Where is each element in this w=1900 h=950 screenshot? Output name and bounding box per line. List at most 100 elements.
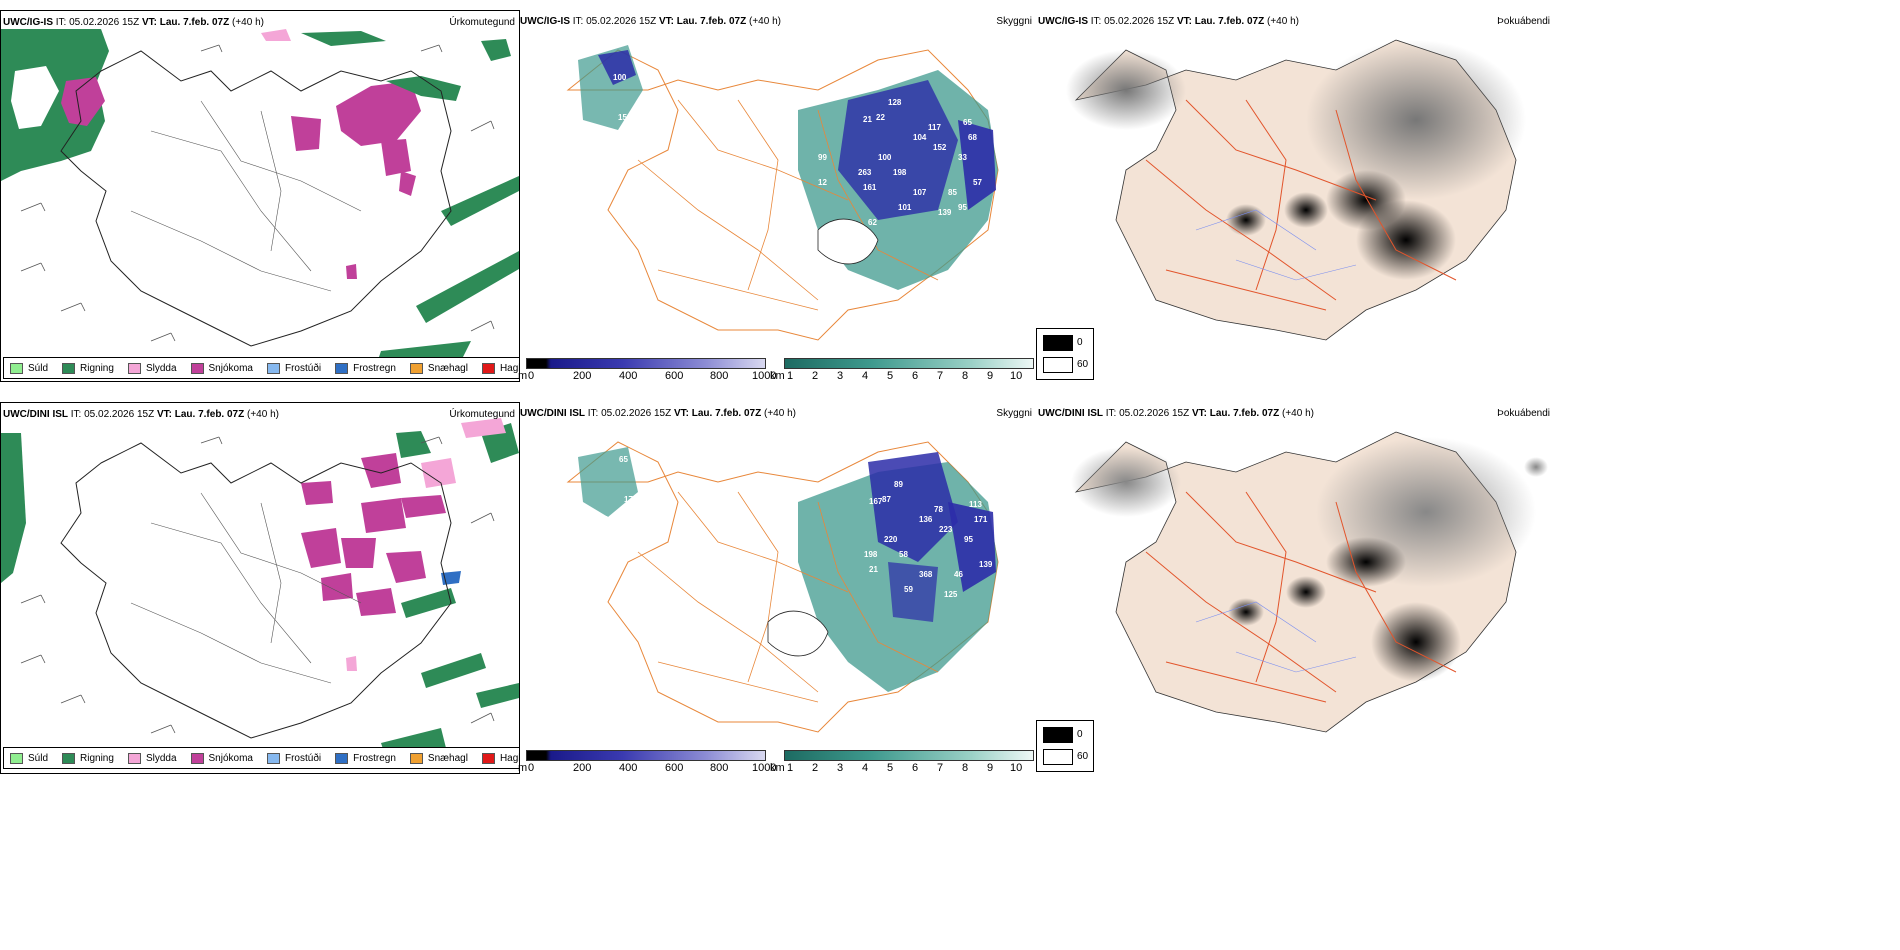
cloud-value-label: 65 [619,455,628,464]
cloud-value-label: 128 [888,98,902,107]
cloud-value-label: 12 [818,178,827,187]
legend-swatch [335,362,349,374]
fog-map-row2 [1071,431,1548,733]
vis-tick: 4 [862,370,869,380]
panel-label-precip-row1: Úrkomutegund [449,17,515,28]
panel-label-cloud-row1: Skyggni [996,16,1032,27]
fog-key-light [1043,357,1073,373]
cloud-value-label: 85 [948,188,957,197]
legend-swatch [266,752,280,764]
precip-type-panel-row1: UWC/IG-IS IT: 05.02.2026 15Z VT: Lau. 7.… [0,10,520,382]
panel-label-fog-row1: Þokuábendi [1497,16,1550,27]
ceiling-tick-200: 200 [573,370,592,380]
cloud-value-label: 95 [958,203,967,212]
cloud-value-label: 152 [933,143,947,152]
cloud-value-label: 161 [863,183,877,192]
cloud-value-label: 125 [944,590,958,599]
fog-key-light [1043,749,1073,765]
legend-swatch [335,752,349,764]
precip-map-row2 [1,418,519,758]
vis-tick: 8 [962,762,969,772]
cloud-value-label: 62 [868,218,877,227]
panel-title-row1-precip: UWC/IG-IS IT: 05.02.2026 15Z VT: Lau. 7.… [3,17,264,28]
cloud-value-label: 100 [878,153,892,162]
ceiling-tick-200: 200 [573,762,592,772]
vis-tick: 3 [837,762,844,772]
cloud-value-label: 58 [899,550,908,559]
vis-tick: 5 [887,762,894,772]
cloud-value-label: 104 [913,133,927,142]
ceiling-tick-600: 600 [665,762,684,772]
ceiling-tick-400: 400 [619,370,638,380]
legend-item: Frostúði [266,752,321,764]
vis-tick: 8 [962,370,969,380]
ceiling-colorbar-row2: m 0 200 400 600 800 1000 [518,748,776,772]
vis-tick: 1 [787,370,794,380]
ceiling-unit: m [518,762,528,772]
vis-tick: 2 [812,370,819,380]
cloud-value-label: 101 [898,203,912,212]
cloud-value-label: 99 [818,153,827,162]
fog-key-row2: 0 60 [1036,720,1094,772]
cloud-value-label: 100 [783,208,797,217]
ceiling-tick-1000: 1000 [752,762,777,772]
cloud-value-label: 223 [939,525,953,534]
cloud-value-label: 136 [919,515,933,524]
vis-tick: 10 [1010,370,1023,380]
legend-item: Snjókoma [190,362,253,374]
legend-item: Haglél [481,362,519,374]
precip-map-row1 [1,29,519,366]
legend-item: Súld [10,362,48,374]
legend-swatch [62,362,76,374]
legend-item: Rigning [62,362,114,374]
cloud-value-label: 263 [858,168,872,177]
vis-tick: 1 [787,762,794,772]
panel-title-row2-precip: UWC/DINI ISL IT: 05.02.2026 15Z VT: Lau.… [3,409,279,420]
cloud-value-label: 113 [969,500,982,509]
cloud-value-label: 198 [864,550,878,559]
vis-tick: 2 [812,762,819,772]
legend-item: Súld [10,752,48,764]
panel-label-precip-row2: Úrkomutegund [449,409,515,420]
cloud-value-label: 139 [938,208,952,217]
cloud-value-label: 33 [958,153,967,162]
fog-panel-row2: UWC/DINI ISL IT: 05.02.2026 15Z VT: Lau.… [1036,402,1556,772]
visibility-colorbar-row2: km 1 2 3 4 5 6 7 8 9 10 [770,748,1036,772]
cloud-value-label: 156 [618,113,632,122]
legend-item: Frostregn [335,752,396,764]
legend-swatch [190,752,204,764]
cloud-value-label: 21 [869,565,878,574]
legend-swatch [481,362,495,374]
fog-panel-row1: UWC/IG-IS IT: 05.02.2026 15Z VT: Lau. 7.… [1036,10,1556,380]
ceiling-tick-600: 600 [665,370,684,380]
cloud-value-label: 21 [863,115,872,124]
legend-item: Slydda [127,362,177,374]
legend-item: Frostregn [335,362,396,374]
legend-swatch [10,752,23,764]
cloud-value-label: 170 [624,495,638,504]
cloud-value-label: 78 [934,505,943,514]
legend-swatch [127,362,141,374]
legend-swatch [481,752,495,764]
vis-tick: 6 [912,370,919,380]
vis-tick: 10 [1010,762,1023,772]
cloud-value-label: 100 [613,73,627,82]
cloud-value-label: 171 [974,515,988,524]
panel-title-row1-fog: UWC/IG-IS IT: 05.02.2026 15Z VT: Lau. 7.… [1038,16,1299,27]
cloud-value-label: 368 [919,570,933,579]
visibility-colorbar-row1: km 1 2 3 4 5 6 7 8 9 10 [770,356,1036,380]
ceiling-tick-800: 800 [710,370,729,380]
visibility-unit: km [770,762,785,772]
cloud-value-label: 95 [964,535,973,544]
legend-swatch [127,752,141,764]
cloud-value-label: 57 [973,178,982,187]
vis-tick: 9 [987,762,994,772]
cloud-value-label: 107 [913,188,927,197]
vis-tick: 9 [987,370,994,380]
ceiling-tick-800: 800 [710,762,729,772]
legend-swatch [190,362,204,374]
cloud-value-label: 94 [604,515,613,524]
